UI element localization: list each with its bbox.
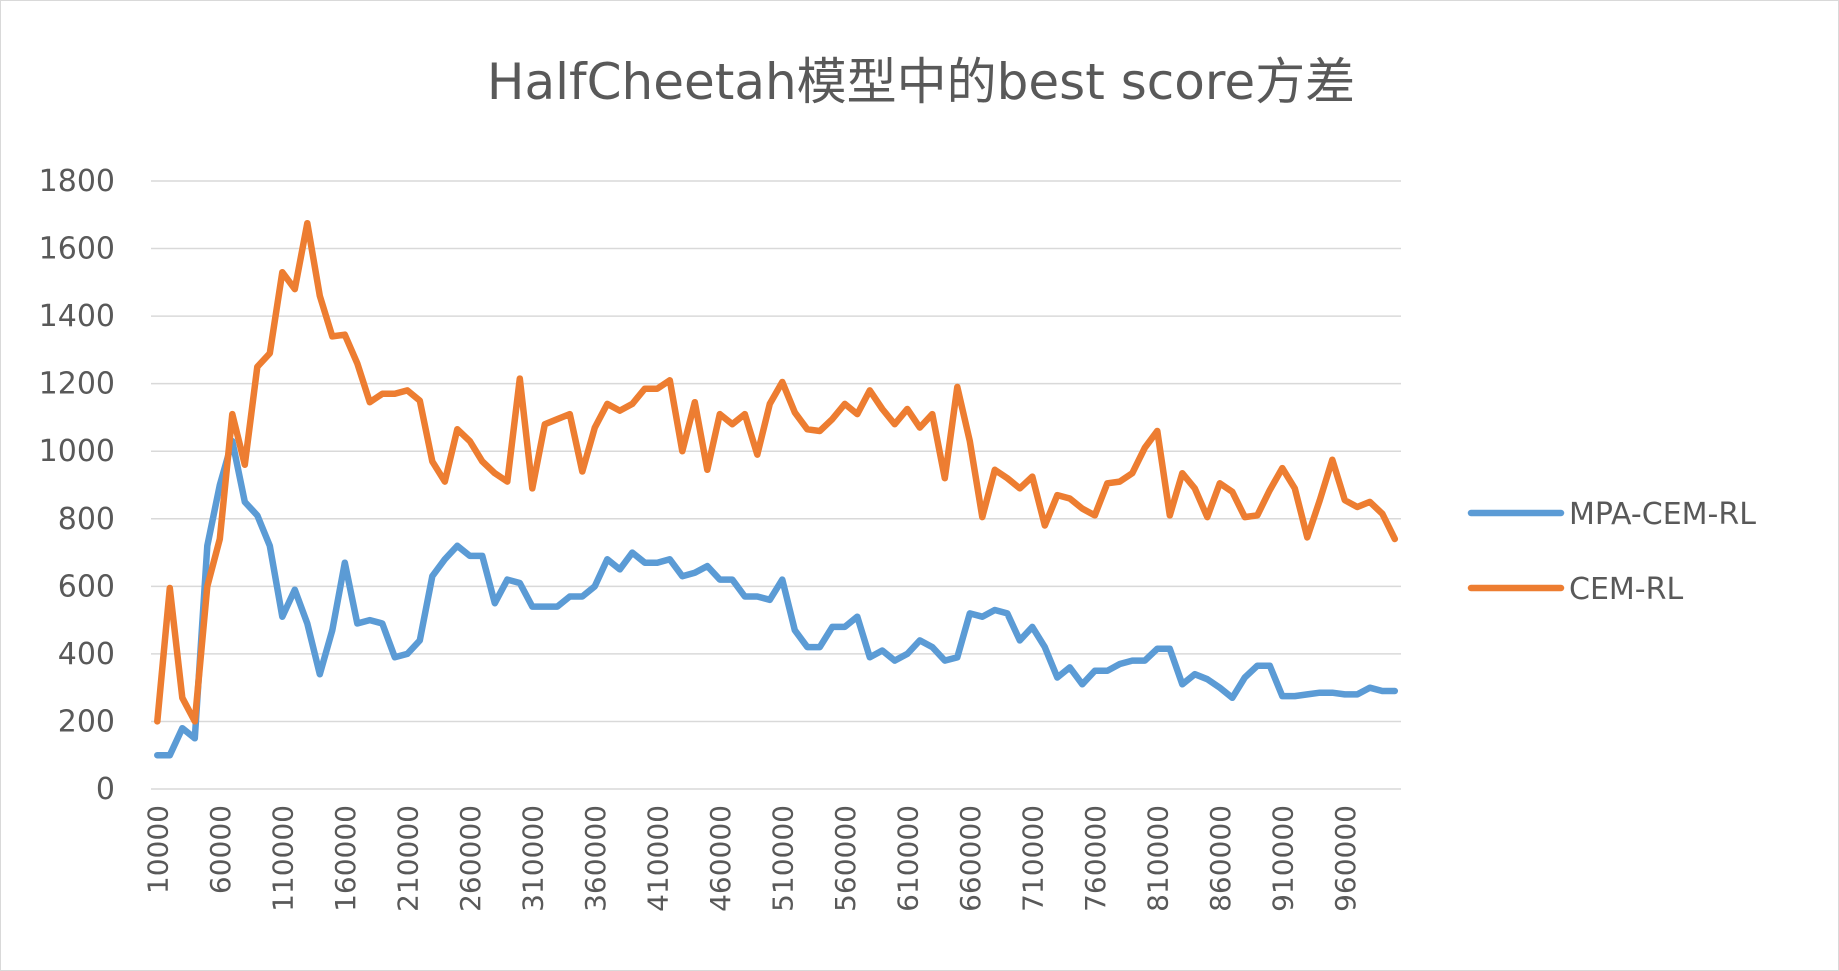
x-tick-label: 910000 [1266, 805, 1299, 912]
x-tick-label: 210000 [391, 805, 424, 912]
x-tick-label: 10000 [141, 805, 174, 894]
y-tick-label: 600 [58, 569, 115, 604]
x-tick-label: 410000 [641, 805, 674, 912]
x-tick-label: 610000 [891, 805, 924, 912]
y-tick-label: 1600 [39, 232, 115, 267]
x-tick-label: 960000 [1329, 805, 1362, 912]
series-lines [154, 219, 1399, 759]
y-tick-label: 0 [96, 772, 115, 807]
x-tick-label: 460000 [704, 805, 737, 912]
x-tick-label: 310000 [516, 805, 549, 912]
y-tick-label: 800 [58, 502, 115, 537]
x-tick-label: 660000 [954, 805, 987, 912]
y-tick-label: 1200 [39, 367, 115, 402]
x-tick-label: 860000 [1204, 805, 1237, 912]
legend-label: MPA-CEM-RL [1569, 497, 1756, 532]
chart-title: HalfCheetah模型中的best score方差 [487, 53, 1355, 111]
gridlines [151, 180, 1401, 790]
x-tick-label: 160000 [329, 805, 362, 912]
x-tick-label: 260000 [454, 805, 487, 912]
x-tick-label: 60000 [204, 805, 237, 894]
x-tick-label: 760000 [1079, 805, 1112, 912]
y-tick-label: 400 [58, 637, 115, 672]
y-tick-label: 1400 [39, 299, 115, 334]
x-axis-tick-labels: 10000 60000 110000 160000 210000 260000 310000… [141, 805, 1362, 912]
y-tick-label: 1800 [39, 164, 115, 199]
legend: MPA-CEM-RL CEM-RL [1467, 497, 1756, 607]
x-tick-label: 360000 [579, 805, 612, 912]
y-tick-label: 200 [58, 704, 115, 739]
series-line-mpa-cem-rl [154, 437, 1399, 759]
x-tick-label: 560000 [829, 805, 862, 912]
x-tick-label: 110000 [266, 805, 299, 912]
x-tick-label: 810000 [1141, 805, 1174, 912]
series-line-cem-rl [154, 219, 1399, 725]
x-tick-label: 510000 [766, 805, 799, 912]
legend-label: CEM-RL [1569, 572, 1683, 607]
y-tick-label: 1000 [39, 434, 115, 469]
x-tick-label: 710000 [1016, 805, 1049, 912]
y-axis-tick-labels: 0 200 400 600 800 1000 1200 1400 1600 1800 [39, 164, 115, 807]
